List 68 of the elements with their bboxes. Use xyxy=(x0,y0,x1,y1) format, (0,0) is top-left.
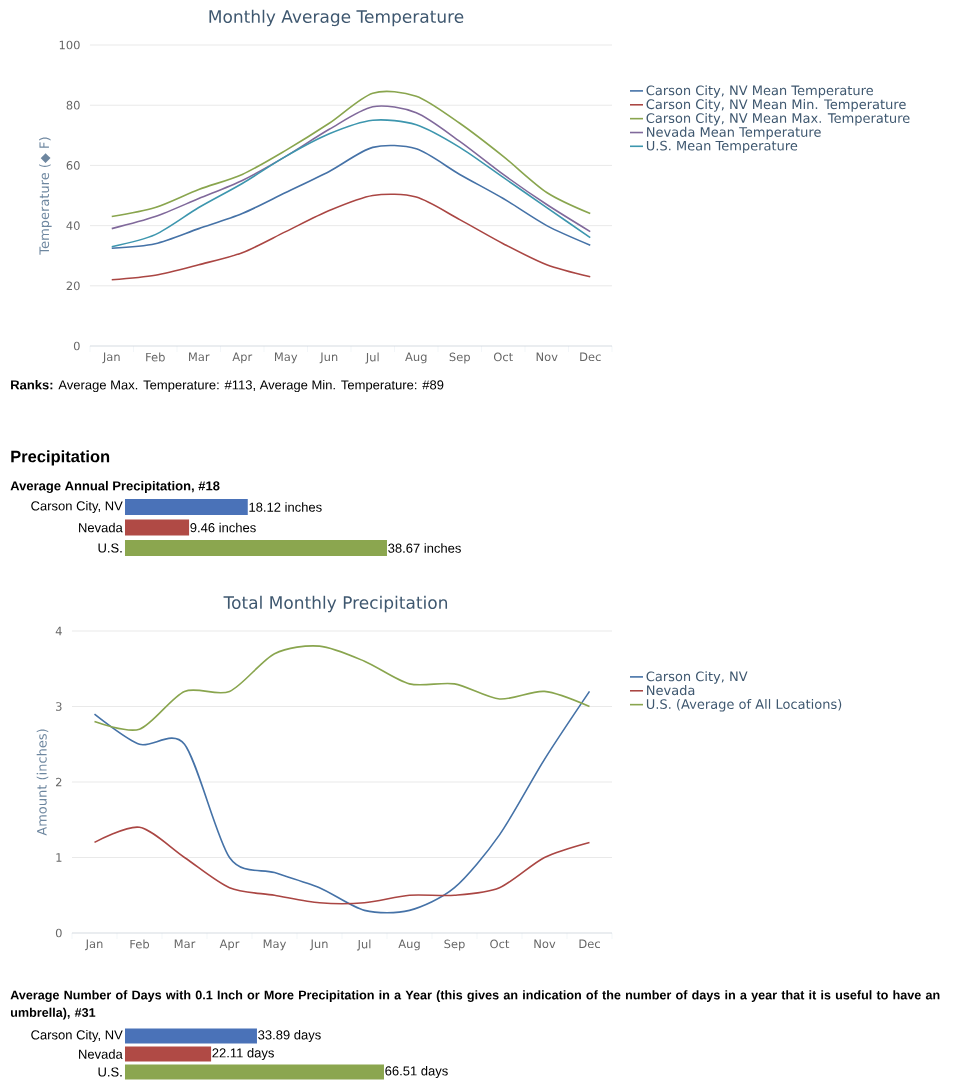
legend-label: Carson City, NV Mean Max. Temperature xyxy=(646,112,910,126)
x-tick-label: Mar xyxy=(174,939,196,949)
y-tick-label: 2 xyxy=(56,777,62,787)
y-tick-label: 1 xyxy=(56,853,62,862)
y-tick-label: Carson City, NV xyxy=(31,1029,123,1043)
line-series xyxy=(93,826,591,905)
x-tick-label: Dec xyxy=(579,939,600,949)
data-label: 22.11 days xyxy=(212,1047,274,1061)
y-tick-label: 3 xyxy=(56,702,62,711)
legend-label: Carson City, NV Mean Min. Temperature xyxy=(646,99,906,112)
y-tick-label: 4 xyxy=(55,626,62,636)
legend-label: U.S. (Average of All Locations) xyxy=(646,698,842,712)
data-label: 18.12 inches xyxy=(249,502,322,512)
x-tick-label: Apr xyxy=(232,352,253,364)
y-axis-title: Amount (inches) xyxy=(36,729,49,836)
text: Average Number of Days with 0.1 Inch or More Precipitation in a Year (this gives an indication of the number of days in a year that it is useful to have an umbrella), #31 xyxy=(10,990,940,1020)
x-tick-label: Aug xyxy=(405,352,427,364)
legend-label: Nevada Mean Temperature xyxy=(647,126,821,140)
line-series xyxy=(110,105,592,233)
chart-title: Monthly Average Temperature xyxy=(209,9,464,27)
x-tick-label: Oct xyxy=(493,352,513,362)
data-label: 9.46 inches xyxy=(190,522,256,533)
line-series xyxy=(93,645,591,731)
y-tick-label: U.S. xyxy=(98,543,122,553)
legend-label: Carson City, NV xyxy=(646,671,748,684)
x-tick-label: Aug xyxy=(398,939,420,951)
x-tick-label: Nov xyxy=(536,352,558,362)
x-tick-label: Feb xyxy=(146,352,165,362)
text: Ranks: Average Max. Temperature: #113, Average Min. Temperature: #89 xyxy=(11,379,444,393)
y-tick-label: 0 xyxy=(55,928,62,938)
legend-label: Carson City, NV Mean Temperature xyxy=(646,85,873,98)
y-tick-label: 60 xyxy=(66,161,80,170)
data-label: 38.67 inches xyxy=(388,543,461,553)
data-label: 66.51 days xyxy=(385,1065,448,1079)
x-tick-label: Jun xyxy=(319,352,338,364)
x-tick-label: Mar xyxy=(189,352,210,362)
x-tick-label: Jan xyxy=(85,939,103,951)
line-series xyxy=(110,119,592,248)
y-tick-label: 100 xyxy=(59,40,80,50)
y-tick-label: 0 xyxy=(73,341,80,351)
x-tick-label: May xyxy=(274,352,298,364)
x-tick-label: Oct xyxy=(490,939,510,949)
x-tick-label: Jun xyxy=(309,939,328,951)
x-tick-label: Jan xyxy=(102,352,120,364)
legend-label: Nevada xyxy=(647,685,695,696)
y-tick-label: Carson City, NV xyxy=(31,500,123,514)
y-axis-title: Temperature (◆ F) xyxy=(39,137,52,255)
x-tick-label: Sep xyxy=(449,352,470,364)
chart-subtitle: Average Annual Precipitation, #18 xyxy=(10,480,220,494)
chart-title: Precipitation xyxy=(11,450,110,466)
x-tick-label: May xyxy=(263,939,287,951)
line-series xyxy=(110,193,592,281)
data-label: 33.89 days xyxy=(258,1029,321,1043)
x-tick-label: Feb xyxy=(130,939,150,949)
y-tick-label: 80 xyxy=(66,100,80,110)
x-tick-label: Jul xyxy=(356,939,371,951)
y-tick-label: 20 xyxy=(66,281,80,291)
y-tick-label: 40 xyxy=(66,221,80,230)
y-tick-label: Nevada xyxy=(79,1049,123,1059)
y-tick-label: U.S. xyxy=(98,1067,122,1077)
x-tick-label: Jul xyxy=(365,352,379,364)
x-tick-label: Sep xyxy=(444,939,465,951)
x-tick-label: Nov xyxy=(534,939,556,949)
y-tick-label: Nevada xyxy=(79,522,123,533)
chart-title: Total Monthly Precipitation xyxy=(223,595,448,613)
legend-label: U.S. Mean Temperature xyxy=(646,140,798,154)
x-tick-label: Dec xyxy=(580,352,601,362)
x-tick-label: Apr xyxy=(219,939,240,951)
